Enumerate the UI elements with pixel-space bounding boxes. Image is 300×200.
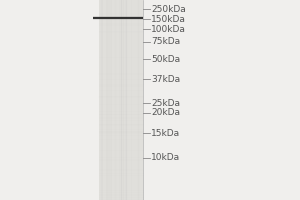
Bar: [99, 0, 142, 200]
Text: 100kDa: 100kDa: [151, 24, 186, 33]
Text: 50kDa: 50kDa: [151, 54, 180, 64]
Text: 15kDa: 15kDa: [151, 129, 180, 138]
Text: 25kDa: 25kDa: [151, 98, 180, 108]
Text: 75kDa: 75kDa: [151, 38, 180, 46]
Text: 37kDa: 37kDa: [151, 74, 180, 84]
Bar: [93, 17, 142, 19]
Text: 250kDa: 250kDa: [151, 4, 186, 14]
Text: 10kDa: 10kDa: [151, 154, 180, 162]
Text: 150kDa: 150kDa: [151, 15, 186, 23]
Text: 20kDa: 20kDa: [151, 108, 180, 117]
